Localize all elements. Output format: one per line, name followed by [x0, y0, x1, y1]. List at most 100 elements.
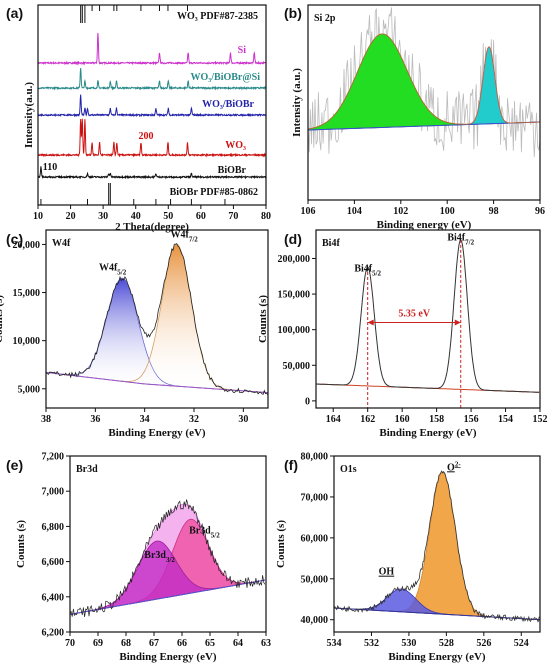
o1s-component-o2: [333, 471, 540, 621]
panel-e-ytick-label-5: 7,200: [42, 452, 65, 463]
br3d-raw-spectrum: [69, 499, 266, 618]
bi4f-arrowhead-left: [367, 319, 374, 326]
panel-a-xtick-label-3: 40: [131, 211, 141, 222]
panel-e-ytick-label-1: 6,400: [42, 592, 65, 603]
panel-e-title: Br3d: [76, 464, 98, 475]
panel-d-label: (d): [284, 231, 302, 247]
panel-c-xtick-label-2: 34: [140, 414, 150, 425]
panel-d-xtick-label-6: 152: [533, 414, 548, 425]
panel-c-xlabel: Binding Energy (eV): [108, 427, 206, 439]
panel-a-xtick-label-6: 70: [228, 211, 238, 222]
panel-f-xtick-label-2: 530: [401, 638, 416, 649]
panel-e-ytick-label-2: 6,600: [42, 557, 65, 568]
panel-c-frame: [45, 229, 269, 409]
w4f-baseline: [45, 371, 269, 394]
panel-e-xtick-label-1: 69: [93, 638, 103, 649]
panel-d: 5.35 eV Bi4f5/2 Bi4f7/2 164 162 160 158 156 154 1…: [257, 229, 548, 439]
o1s-raw-spectrum: [333, 470, 540, 623]
panel-f-ytick-label-3: 70,000: [301, 492, 329, 503]
series-label-wo3: WO₃: [225, 140, 246, 151]
panel-f-ylabel: Counts (s): [275, 520, 287, 568]
ref-label-wo3: WO₃ PDF#87-2385: [177, 11, 258, 22]
xrd-series-4: [37, 166, 267, 180]
panel-d-ytick-label-4: 200,000: [278, 254, 311, 265]
panel-f-ytick-label-4: 80,000: [301, 452, 329, 463]
panel-f-ytick-label-1: 50,000: [301, 574, 329, 585]
panel-b-label: (b): [284, 5, 302, 21]
panel-e-xtick-label-4: 66: [177, 638, 187, 649]
series-label-si: Si: [238, 45, 247, 56]
panel-a: 10 20 30 40 50 60 70 802 Theta(degree)Intensity…: [6, 4, 271, 233]
panel-b-ylabel: Intensity (a.u.): [291, 68, 303, 137]
panel-b-title: Si 2p: [314, 13, 336, 24]
panel-a-frame: [37, 4, 267, 206]
bi4f-arrowhead-right: [454, 319, 461, 326]
panel-f-label: (f): [284, 457, 298, 473]
panel-d-ytick-label-2: 100,000: [278, 325, 311, 336]
panel-e: Br3d3/2 Br3d5/2 70 69 68 67 66 65 64 63 6,200 6,400…: [6, 452, 271, 664]
annotation-110: 110: [43, 162, 57, 173]
panel-d-xlabel: Binding Energy (eV): [379, 427, 477, 439]
panel-e-xtick-label-5: 65: [205, 638, 215, 649]
panel-a-xtick-label-7: 80: [261, 211, 271, 222]
panel-f: OH O2- 534 532 530 528 526 524 40,000 50,000 60,00…: [275, 452, 541, 663]
panel-f-xtick-label-5: 524: [514, 638, 529, 649]
br3d-peak-label-5-2: Br3d5/2: [189, 525, 220, 539]
panel-f-ytick-label-2: 60,000: [301, 533, 329, 544]
panel-d-xtick-label-3: 158: [429, 414, 444, 425]
w4f-raw-spectrum: [45, 243, 269, 396]
si2p-baseline: [307, 121, 541, 131]
panel-a-xtick-label-1: 20: [66, 211, 76, 222]
xrd-series-3: [37, 118, 267, 158]
bi4f-spectrum: [316, 239, 540, 393]
panel-f-xtick-label-0: 534: [327, 638, 342, 649]
panel-f-ytick-label-0: 40,000: [301, 615, 329, 626]
xrd-series-1: [37, 68, 267, 91]
panel-b-xtick-label-4: 98: [489, 206, 499, 217]
si2p-envelope: [307, 33, 540, 130]
panel-b-xtick-label-5: 96: [535, 206, 545, 217]
xrd-series-2: [37, 94, 267, 118]
panel-f-xtick-label-1: 532: [364, 638, 379, 649]
bi4f-peak-label-5-2: Bi4f5/2: [354, 263, 381, 277]
si2p-component-1: [307, 33, 541, 131]
panel-c-label: (c): [6, 231, 23, 247]
panel-c-ytick-label-1: 10,000: [13, 336, 41, 347]
w4f-peak-label-5-2: W4f5/2: [99, 262, 127, 276]
panel-b-xtick-label-2: 102: [393, 206, 408, 217]
panel-c-xtick-label-0: 38: [41, 414, 51, 425]
o1s-peak-label-o2: O2-: [447, 460, 461, 473]
panel-b-xtick-label-0: 106: [301, 206, 316, 217]
panel-d-ylabel: Counts (s): [257, 295, 269, 343]
panel-d-ytick-label-0: 0: [305, 396, 310, 407]
panel-e-xtick-label-7: 63: [261, 638, 271, 649]
panel-c-ytick-label-2: 15,000: [13, 288, 41, 299]
panel-f-xlabel: Binding Energy (eV): [388, 651, 486, 663]
o1s-peak-label-oh: OH: [379, 567, 395, 578]
panel-a-ylabel: Intensity(a.u.): [23, 82, 35, 148]
panel-c-ytick-label-0: 5,000: [18, 384, 41, 395]
panel-d-title: Bi4f: [322, 238, 340, 249]
br3d-peak-label-3-2: Br3d3/2: [144, 550, 175, 564]
w4f-peak-label-7-2: W4f7/2: [170, 230, 198, 244]
panel-e-frame: [69, 455, 267, 633]
panel-e-xtick-label-6: 64: [233, 638, 243, 649]
figure-panels: 10 20 30 40 50 60 70 802 Theta(degree)Intensity…: [0, 4, 548, 664]
panel-c: W4f5/2 W4f7/2 38 36 34 32 30 5,000 10,000 15,000 2…: [0, 229, 269, 439]
panel-b-xtick-label-3: 100: [440, 206, 455, 217]
panel-c-ylabel: Counts (s): [0, 295, 5, 343]
panel-d-xtick-label-2: 160: [395, 414, 410, 425]
si2p-raw-spectrum: [307, 7, 541, 158]
panel-b-xtick-label-1: 104: [347, 206, 362, 217]
panel-a-xtick-label-4: 50: [163, 211, 173, 222]
panel-f-frame: [333, 455, 541, 633]
panel-d-frame: [315, 229, 541, 409]
bi4f-splitting-label: 5.35 eV: [398, 309, 430, 320]
series-label-wo3-biobr-si: WO₃/BiOBr@Si: [190, 72, 260, 83]
panel-c-xtick-label-4: 30: [238, 414, 248, 425]
panel-d-xtick-label-5: 154: [498, 414, 513, 425]
panel-e-xlabel: Binding Energy (eV): [119, 651, 217, 663]
series-label-biobr: BiOBr: [218, 165, 247, 176]
panel-a-xtick-label-2: 30: [98, 211, 108, 222]
